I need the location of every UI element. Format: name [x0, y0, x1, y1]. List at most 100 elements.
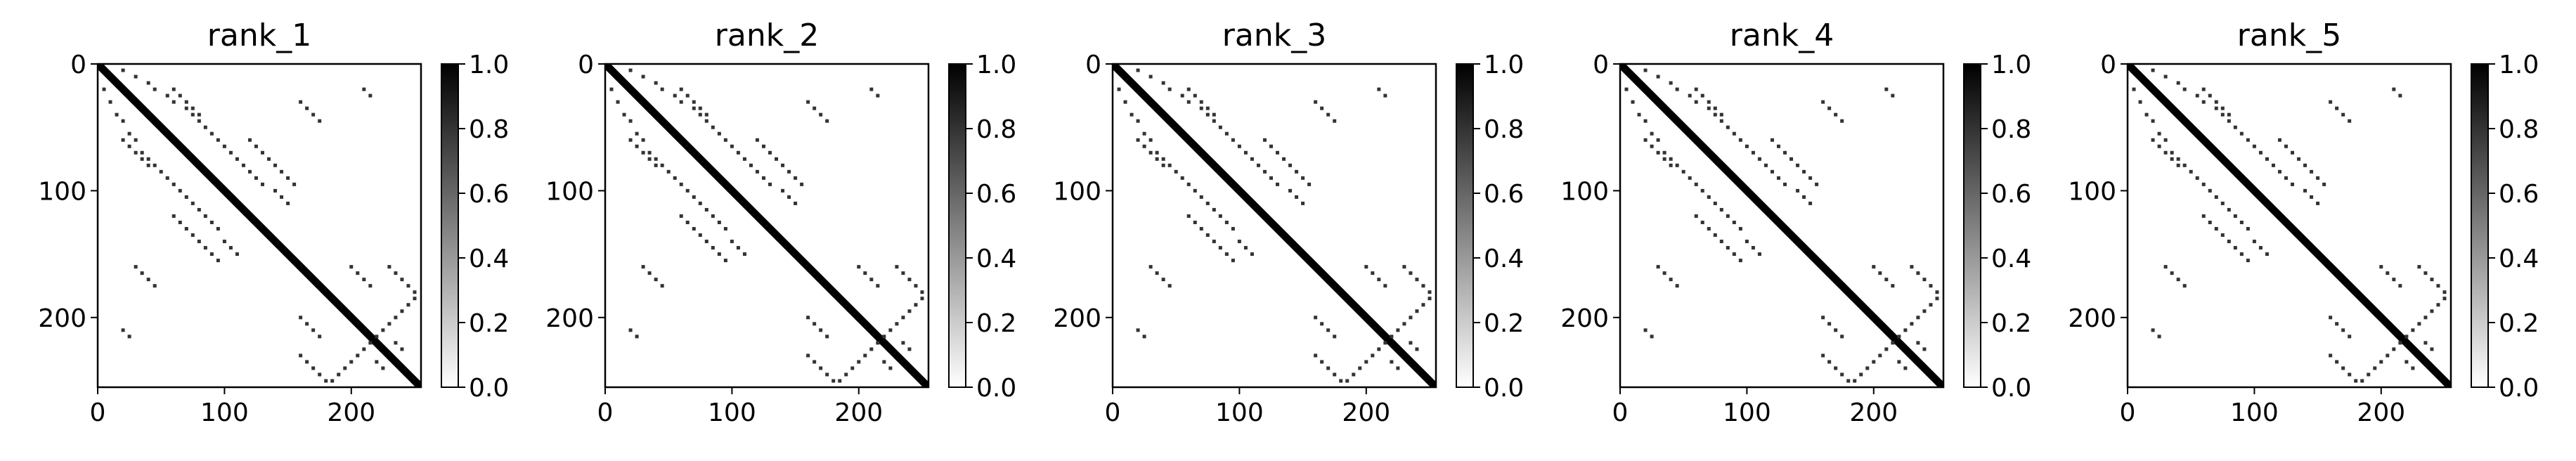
contact-point: [914, 303, 918, 307]
contact-point: [2423, 341, 2428, 345]
contact-point: [368, 341, 373, 345]
contact-point: [819, 112, 823, 117]
contact-point: [635, 335, 639, 339]
contact-point: [1218, 125, 1222, 129]
contact-point: [1732, 252, 1736, 257]
contact-point: [1212, 207, 1216, 212]
contact-point: [140, 271, 144, 275]
contact-point: [1269, 176, 1273, 180]
contact-point: [2430, 278, 2434, 282]
contact-point: [1377, 347, 1381, 351]
contact-point: [876, 93, 880, 98]
contact-point: [1415, 278, 1419, 282]
contact-point: [2195, 176, 2199, 180]
contact-point: [1243, 150, 1248, 155]
contact-point: [2246, 227, 2250, 231]
contact-point: [635, 131, 639, 136]
contact-point: [1821, 316, 1825, 320]
colorbar-tick-label: 0.0: [976, 374, 1016, 403]
contact-point: [742, 252, 746, 257]
contact-point: [1326, 366, 1331, 370]
contact-point: [1840, 119, 1844, 123]
contact-point: [2220, 112, 2225, 117]
contact-point: [140, 157, 144, 161]
contact-point: [1757, 157, 1761, 161]
contact-point: [1224, 220, 1229, 224]
contact-point: [1853, 379, 1857, 383]
contact-point: [1161, 163, 1165, 167]
contact-point: [1910, 265, 1914, 269]
contact-point: [1224, 131, 1229, 136]
contact-point: [381, 328, 385, 332]
contact-point: [1167, 284, 1172, 288]
contact-point: [1142, 144, 1146, 148]
contact-point: [1199, 106, 1203, 110]
contact-point: [121, 328, 125, 332]
contact-point: [2423, 316, 2428, 320]
contact-point: [1643, 119, 1648, 123]
colorbar-tick-label: 0.0: [2499, 374, 2539, 403]
contact-point: [1897, 360, 1901, 364]
contact-point: [2163, 265, 2168, 269]
contact-point: [1250, 157, 1254, 161]
contact-point: [2151, 138, 2155, 142]
colorbar-tick-label: 0.4: [469, 245, 509, 273]
contact-point: [819, 366, 823, 370]
contact-point: [755, 169, 759, 174]
contact-point: [1123, 100, 1127, 104]
contact-point: [1738, 227, 1742, 231]
contact-point: [704, 119, 708, 123]
contact-point: [127, 335, 131, 339]
contact-point: [1224, 252, 1229, 257]
contact-point: [2252, 240, 2256, 244]
contact-point: [1199, 195, 1203, 199]
contact-point: [2291, 150, 2295, 155]
contact-point: [362, 347, 366, 351]
contact-point: [1174, 169, 1178, 174]
contact-point: [311, 328, 316, 332]
contact-point: [1276, 182, 1280, 186]
contact-point: [2138, 100, 2142, 104]
contact-point: [165, 176, 169, 180]
x-tick-label: 200: [1849, 398, 1898, 427]
contact-point: [2157, 144, 2161, 148]
contact-point: [1212, 112, 1216, 117]
contact-point: [692, 227, 696, 231]
contact-point: [1205, 106, 1210, 110]
contact-point: [1428, 290, 1432, 294]
colorbar: [2471, 63, 2489, 388]
contact-point: [1130, 112, 1134, 117]
colorbar-tick-label: 1.0: [469, 51, 509, 79]
contact-point: [209, 252, 214, 257]
contact-point: [387, 265, 391, 269]
contact-point: [2176, 163, 2180, 167]
contact-point: [1205, 201, 1210, 205]
contact-point: [2430, 347, 2434, 351]
contact-point: [1783, 182, 1787, 186]
contact-point: [1320, 360, 1324, 364]
contact-point: [857, 360, 861, 364]
contact-point: [362, 87, 366, 91]
contact-point: [1776, 144, 1780, 148]
contact-point: [134, 150, 138, 155]
contact-point: [1377, 87, 1381, 91]
contact-point: [1193, 188, 1197, 193]
contact-point: [1333, 119, 1337, 123]
contact-point: [1656, 265, 1660, 269]
contact-point: [184, 195, 188, 199]
contact-point: [1770, 169, 1774, 174]
x-tick-label: 0: [1105, 398, 1121, 427]
contact-point: [305, 106, 309, 110]
contact-point: [1694, 87, 1698, 91]
contact-point: [717, 131, 721, 136]
contact-point: [178, 93, 182, 98]
contact-point: [1757, 252, 1761, 257]
contact-point: [2348, 372, 2352, 377]
contact-point: [222, 240, 226, 244]
contact-point: [1929, 303, 1933, 307]
contact-point: [1916, 316, 1920, 320]
contact-point: [2265, 252, 2269, 257]
contact-point: [153, 163, 157, 167]
contact-point: [775, 157, 779, 161]
contact-point: [825, 119, 829, 123]
